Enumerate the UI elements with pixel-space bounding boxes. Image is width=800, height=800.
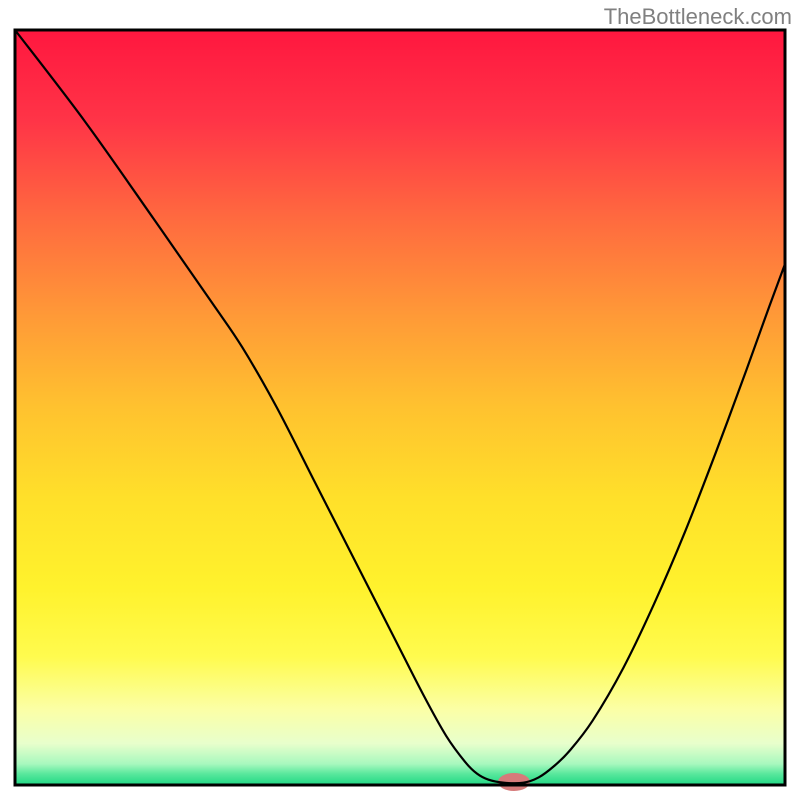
chart-container: TheBottleneck.com <box>0 0 800 800</box>
plot-background <box>15 30 785 785</box>
bottleneck-chart <box>0 0 800 800</box>
watermark-text: TheBottleneck.com <box>604 4 792 30</box>
